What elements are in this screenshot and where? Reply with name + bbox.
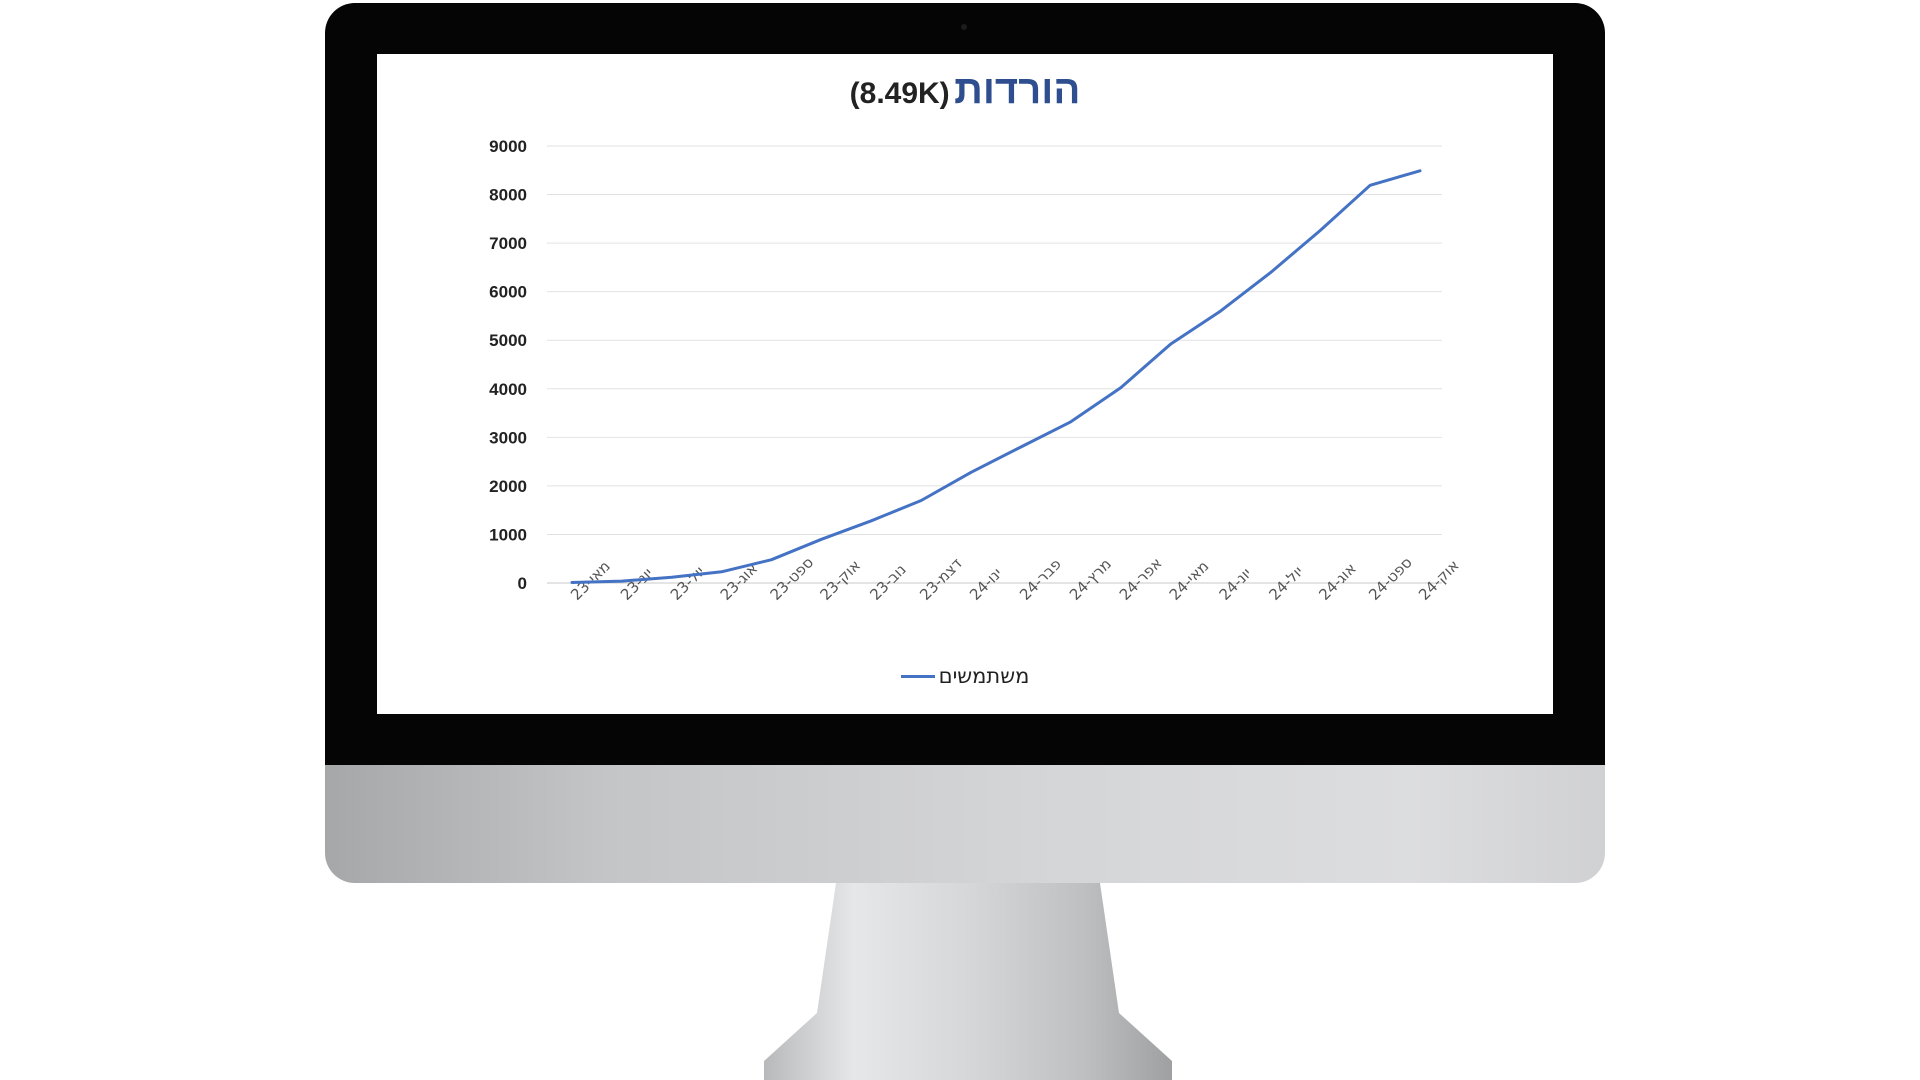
y-tick-label: 2000 xyxy=(489,477,527,496)
x-tick-label: אפר-24 xyxy=(1116,554,1166,604)
x-tick-label: מרץ-24 xyxy=(1066,555,1115,604)
legend-swatch xyxy=(900,674,935,678)
x-tick-label: מאי-24 xyxy=(1166,557,1213,604)
y-axis-ticks: 0 1000 2000 3000 4000 5000 6000 7000 8000 9000 xyxy=(489,137,527,593)
monitor-chin xyxy=(325,765,1605,883)
series-line xyxy=(570,169,1422,584)
line-chart: 0 1000 2000 3000 4000 5000 6000 7000 8000 9000 מא… xyxy=(489,137,1463,604)
x-axis-ticks: מאי-23יונ-23יול-23אוג-23ספט-23אוק-23נוב-… xyxy=(567,553,1463,603)
chart-legend: משתמשים xyxy=(377,664,1553,688)
chart-title-text: הורדות xyxy=(954,68,1081,112)
x-tick-label: ינו-24 xyxy=(966,564,1006,604)
y-tick-label: 9000 xyxy=(489,137,527,156)
y-tick-label: 8000 xyxy=(489,186,527,205)
y-tick-label: 6000 xyxy=(489,283,527,302)
camera-dot xyxy=(961,24,967,30)
monitor-stand xyxy=(764,883,1172,1080)
gridlines xyxy=(547,145,1442,584)
x-tick-label: אוק-24 xyxy=(1415,556,1463,604)
y-tick-label: 0 xyxy=(518,574,527,593)
x-tick-label: נוב-23 xyxy=(866,560,909,603)
legend-series-label: משתמשים xyxy=(938,664,1030,688)
chart-subtitle-text: (8.49K) xyxy=(849,77,950,110)
x-tick-label: דצמ-23 xyxy=(916,554,965,603)
x-tick-label: ספט-23 xyxy=(767,553,817,603)
x-tick-label: יונ-24 xyxy=(1216,564,1256,604)
x-tick-label: פבר-24 xyxy=(1016,555,1065,604)
y-tick-label: 4000 xyxy=(489,380,527,399)
y-tick-label: 5000 xyxy=(489,331,527,350)
chart-title: הורדות (8.49K) xyxy=(377,68,1553,113)
y-tick-label: 1000 xyxy=(489,525,527,544)
series-lines xyxy=(570,169,1422,584)
x-tick-label: אוג-24 xyxy=(1315,559,1359,603)
y-tick-label: 3000 xyxy=(489,428,527,447)
x-tick-label: ספט-24 xyxy=(1365,553,1415,603)
x-tick-label: יונ-23 xyxy=(617,564,657,604)
monitor-screen: הורדות (8.49K) 0 1000 2000 3000 4000 5000 6000… xyxy=(377,54,1553,714)
x-tick-label: אוק-23 xyxy=(817,556,865,604)
y-tick-label: 7000 xyxy=(489,234,527,253)
